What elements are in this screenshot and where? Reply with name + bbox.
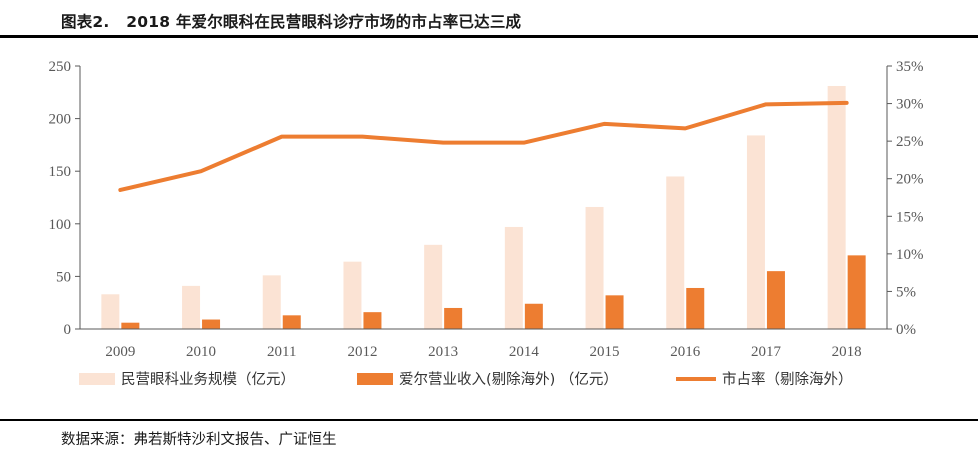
- bar-revenue-2013: [444, 307, 463, 329]
- bar-revenue-2015: [605, 295, 624, 329]
- point-market-share-2018: [846, 102, 848, 104]
- tick-labels: 0 50 100 150 200 250 0% 5% 10% 15% 20% 25% 30% 35% 200…: [49, 59, 924, 360]
- bar-revenue-2017: [766, 271, 785, 329]
- bar-market-2016: [666, 176, 685, 329]
- y-right-tick-label: 10%: [896, 247, 924, 263]
- x-tick-label: 2013: [428, 344, 458, 360]
- point-market-share-2015: [604, 123, 606, 125]
- y-right-tick-label: 15%: [896, 209, 924, 225]
- bar-revenue-2010: [202, 319, 221, 329]
- legend-revenue-swatch: [357, 373, 393, 385]
- bar-revenue-2012: [363, 312, 382, 329]
- bar-market-2009: [101, 294, 120, 329]
- point-market-share-2013: [442, 142, 444, 144]
- x-tick-label: 2018: [832, 344, 862, 360]
- point-market-share-2012: [361, 136, 363, 138]
- bar-market-2011: [262, 275, 281, 329]
- legend-market-label: 民营眼科业务规模（亿元）: [121, 371, 295, 388]
- y-right-tick-label: 30%: [896, 97, 924, 113]
- y-right-tick-label: 35%: [896, 59, 924, 75]
- x-tick-label: 2015: [590, 344, 620, 360]
- y-left-tick-label: 0: [64, 322, 72, 338]
- x-tick-label: 2017: [751, 344, 782, 360]
- bar-market-2018: [827, 85, 846, 329]
- point-market-share-2016: [684, 127, 686, 129]
- y-left-tick-label: 100: [49, 217, 72, 233]
- point-market-share-2014: [523, 142, 525, 144]
- bar-market-2015: [585, 206, 604, 329]
- point-market-share-2017: [765, 103, 767, 105]
- point-market-share-2010: [200, 170, 202, 172]
- y-right-tick-label: 25%: [896, 134, 924, 150]
- point-market-share-2009: [119, 189, 121, 191]
- legend-share-label: 市占率（剔除海外）: [722, 371, 853, 388]
- y-right-tick-label: 5%: [896, 284, 916, 300]
- axes: [75, 65, 892, 330]
- bar-market-2013: [424, 244, 443, 329]
- line-market-share: [118, 100, 849, 192]
- y-left-tick-label: 200: [49, 112, 72, 128]
- legend: 民营眼科业务规模（亿元） 爱尔营业收入(剔除海外) （亿元） 市占率（剔除海外）: [79, 371, 853, 388]
- bar-market-2012: [343, 261, 362, 329]
- bar-marks: [101, 85, 866, 329]
- y-right-tick-label: 0%: [896, 322, 916, 338]
- line-marks: [118, 100, 849, 192]
- bar-revenue-2014: [524, 303, 543, 329]
- legend-revenue-label: 爱尔营业收入(剔除海外) （亿元）: [399, 371, 618, 388]
- bar-revenue-2018: [847, 255, 866, 329]
- figure-title: 图表2. 2018 年爱尔眼科在民营眼科诊疗市场的市占率已达三成: [61, 10, 521, 32]
- x-tick-label: 2014: [509, 344, 540, 360]
- legend-market-swatch: [79, 373, 115, 385]
- point-market-share-2011: [281, 136, 283, 138]
- y-left-tick-label: 250: [49, 59, 72, 75]
- figure-title-text: 2018 年爱尔眼科在民营眼科诊疗市场的市占率已达三成: [126, 13, 522, 31]
- y-right-tick-label: 20%: [896, 172, 924, 188]
- x-tick-label: 2009: [105, 344, 135, 360]
- source-note: 数据来源：弗若斯特沙利文报告、广证恒生: [61, 432, 337, 448]
- bar-market-2014: [504, 226, 523, 329]
- bar-revenue-2011: [282, 315, 301, 329]
- combo-chart: 0 50 100 150 200 250 0% 5% 10% 15% 20% 25% 30% 35% 200…: [49, 59, 924, 388]
- x-tick-label: 2010: [186, 344, 216, 360]
- x-tick-label: 2011: [267, 344, 296, 360]
- x-tick-label: 2012: [347, 344, 377, 360]
- figure-label: 图表2.: [61, 13, 110, 31]
- x-tick-label: 2016: [670, 344, 701, 360]
- y-left-tick-label: 50: [56, 269, 71, 285]
- bar-revenue-2016: [686, 287, 705, 329]
- bottom-rule: [0, 419, 978, 421]
- top-rule: [0, 35, 978, 38]
- y-left-tick-label: 150: [49, 164, 72, 180]
- bar-market-2010: [182, 285, 201, 329]
- bar-market-2017: [746, 135, 765, 329]
- bar-revenue-2009: [121, 322, 140, 329]
